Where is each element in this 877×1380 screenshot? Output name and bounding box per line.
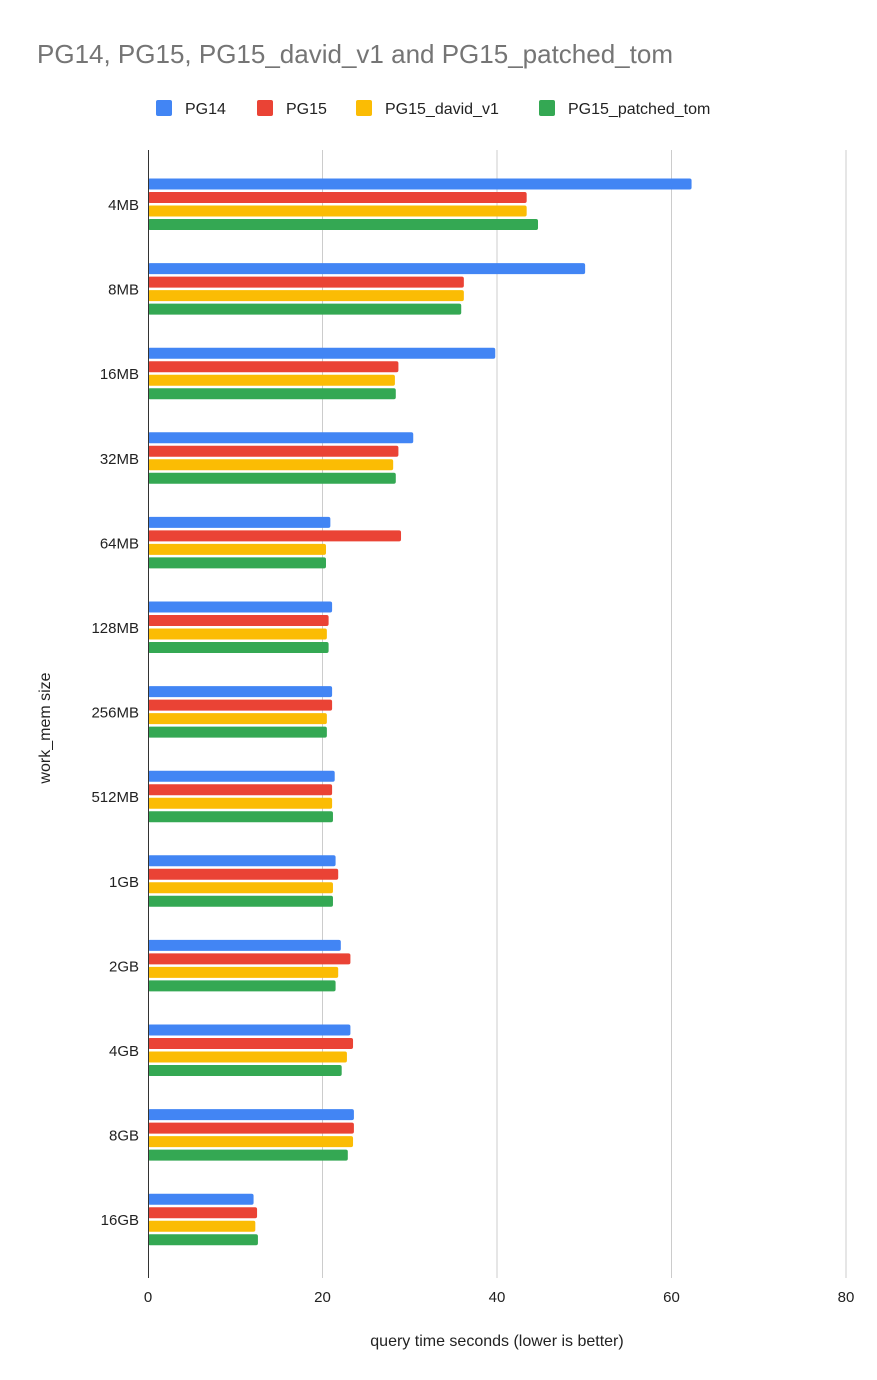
x-axis-title: query time seconds (lower is better): [370, 1333, 623, 1350]
y-tick-label: 64MB: [100, 535, 139, 552]
y-tick-label: 32MB: [100, 451, 139, 468]
bar-PG15_patched_tom-256MB[interactable]: [148, 726, 327, 738]
y-tick-labels: 4MB 8MB 16MB 32MB 64MB 128MB 256MB 512MB 1GB 2GB 4…: [91, 197, 139, 1229]
x-tick-label: 80: [838, 1289, 855, 1306]
legend: PG14 PG15 PG15_david_v1 PG15_patched_tom: [156, 100, 710, 118]
bar-PG15_david_v1-8GB[interactable]: [148, 1136, 354, 1148]
bar-PG15-8MB[interactable]: [148, 276, 464, 288]
bar-PG15_david_v1-4MB[interactable]: [148, 205, 527, 217]
x-tick-label: 20: [314, 1289, 331, 1306]
bar-PG15_david_v1-2GB[interactable]: [148, 966, 339, 978]
legend-label[interactable]: PG15_david_v1: [385, 101, 499, 118]
bar-PG15_patched_tom-16MB[interactable]: [148, 388, 396, 400]
bar-PG14-128MB[interactable]: [148, 601, 333, 613]
bar-PG15_david_v1-64MB[interactable]: [148, 543, 326, 555]
bar-PG15-1GB[interactable]: [148, 868, 339, 880]
y-tick-label: 16GB: [101, 1212, 139, 1229]
bar-PG15-32MB[interactable]: [148, 445, 399, 457]
bar-PG14-512MB[interactable]: [148, 770, 335, 782]
bar-PG15-16MB[interactable]: [148, 361, 399, 373]
x-tick-label: 40: [489, 1289, 506, 1306]
bar-PG15_patched_tom-8GB[interactable]: [148, 1149, 348, 1161]
bar-PG15_patched_tom-64MB[interactable]: [148, 557, 326, 569]
bar-PG15_patched_tom-4MB[interactable]: [148, 219, 539, 230]
legend-label[interactable]: PG15: [286, 101, 327, 118]
bar-PG15_patched_tom-128MB[interactable]: [148, 642, 329, 653]
bar-PG15-4MB[interactable]: [148, 192, 527, 203]
bar-PG15-16GB[interactable]: [148, 1207, 258, 1219]
bar-PG15_david_v1-8MB[interactable]: [148, 290, 464, 302]
bar-PG15_patched_tom-512MB[interactable]: [148, 811, 333, 823]
bar-PG15-256MB[interactable]: [148, 699, 333, 711]
y-tick-label: 8MB: [108, 282, 139, 299]
bar-PG14-64MB[interactable]: [148, 516, 331, 528]
bar-PG15_patched_tom-4GB[interactable]: [148, 1065, 342, 1076]
bar-PG15_david_v1-256MB[interactable]: [148, 713, 327, 725]
bar-PG15_david_v1-128MB[interactable]: [148, 628, 327, 640]
bar-PG14-16GB[interactable]: [148, 1193, 254, 1205]
bar-PG15_david_v1-512MB[interactable]: [148, 797, 333, 809]
bar-PG14-4GB[interactable]: [148, 1024, 351, 1036]
y-tick-label: 128MB: [91, 620, 139, 637]
bar-PG15-8GB[interactable]: [148, 1122, 354, 1134]
bar-PG15_david_v1-16MB[interactable]: [148, 374, 395, 386]
bar-PG14-4MB[interactable]: [148, 178, 692, 190]
bar-PG14-2GB[interactable]: [148, 939, 341, 951]
chart-title: PG14, PG15, PG15_david_v1 and PG15_patch…: [37, 39, 673, 69]
bar-PG14-256MB[interactable]: [148, 686, 333, 698]
y-axis-title: work_mem size: [37, 672, 54, 784]
legend-swatch: [156, 100, 172, 116]
bars: [148, 178, 692, 1246]
bar-PG14-16MB[interactable]: [148, 347, 496, 359]
y-tick-label: 16MB: [100, 366, 139, 383]
bar-PG15_david_v1-16GB[interactable]: [148, 1220, 256, 1232]
y-tick-label: 1GB: [109, 874, 139, 891]
y-tick-label: 256MB: [91, 705, 139, 722]
x-tick-labels: 0 20 40 60 80: [144, 1289, 855, 1306]
bar-PG15_david_v1-32MB[interactable]: [148, 459, 394, 471]
legend-label[interactable]: PG15_patched_tom: [568, 101, 710, 118]
x-tick-label: 60: [663, 1289, 680, 1306]
bar-PG14-1GB[interactable]: [148, 855, 336, 867]
bar-PG14-32MB[interactable]: [148, 432, 414, 444]
bar-PG15_patched_tom-2GB[interactable]: [148, 980, 336, 992]
bar-PG15_david_v1-4GB[interactable]: [148, 1051, 347, 1063]
bar-PG15_david_v1-1GB[interactable]: [148, 882, 333, 894]
bar-PG15-4GB[interactable]: [148, 1038, 354, 1049]
bar-PG15_patched_tom-1GB[interactable]: [148, 895, 333, 907]
bar-PG15-64MB[interactable]: [148, 530, 402, 542]
bar-PG14-8MB[interactable]: [148, 263, 586, 275]
y-tick-label: 8GB: [109, 1128, 139, 1145]
y-tick-label: 4MB: [108, 197, 139, 214]
gridlines: [322, 150, 847, 1278]
y-tick-label: 512MB: [91, 789, 139, 806]
legend-swatch: [356, 100, 372, 116]
legend-swatch: [539, 100, 555, 116]
x-tick-label: 0: [144, 1289, 152, 1306]
bar-PG15-2GB[interactable]: [148, 953, 351, 965]
legend-label[interactable]: PG14: [185, 101, 226, 118]
bar-PG15_patched_tom-16GB[interactable]: [148, 1234, 258, 1246]
bar-PG15_patched_tom-32MB[interactable]: [148, 472, 396, 484]
y-tick-label: 2GB: [109, 958, 139, 975]
y-tick-label: 4GB: [109, 1043, 139, 1060]
bar-PG14-8GB[interactable]: [148, 1109, 354, 1121]
bar-PG15_patched_tom-8MB[interactable]: [148, 303, 462, 315]
bar-PG15-128MB[interactable]: [148, 615, 329, 626]
bar-PG15-512MB[interactable]: [148, 784, 333, 796]
legend-swatch: [257, 100, 273, 116]
